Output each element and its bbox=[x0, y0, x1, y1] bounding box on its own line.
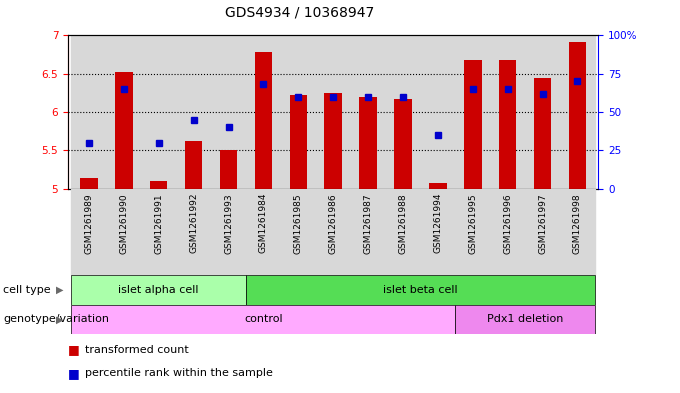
Bar bbox=[71, 189, 106, 275]
Bar bbox=[211, 189, 246, 275]
Bar bbox=[499, 60, 516, 189]
Bar bbox=[115, 72, 133, 189]
Text: control: control bbox=[244, 314, 283, 324]
Bar bbox=[420, 35, 456, 189]
Bar bbox=[71, 305, 456, 334]
Bar bbox=[394, 99, 411, 189]
Text: percentile rank within the sample: percentile rank within the sample bbox=[85, 368, 273, 378]
Bar bbox=[246, 35, 281, 189]
Bar bbox=[290, 95, 307, 189]
Bar bbox=[386, 35, 420, 189]
Bar bbox=[464, 60, 481, 189]
Bar bbox=[560, 189, 595, 275]
Bar bbox=[150, 181, 167, 189]
Bar bbox=[525, 35, 560, 189]
Text: GSM1261995: GSM1261995 bbox=[469, 193, 477, 253]
Text: GSM1261991: GSM1261991 bbox=[154, 193, 163, 253]
Text: GSM1261987: GSM1261987 bbox=[364, 193, 373, 253]
Text: GSM1261990: GSM1261990 bbox=[119, 193, 129, 253]
Bar bbox=[80, 178, 98, 189]
Text: transformed count: transformed count bbox=[85, 345, 189, 355]
Bar bbox=[351, 35, 386, 189]
Bar bbox=[220, 150, 237, 189]
Bar bbox=[255, 52, 272, 189]
Bar bbox=[420, 189, 456, 275]
Text: GDS4934 / 10368947: GDS4934 / 10368947 bbox=[224, 6, 374, 20]
Text: GSM1261998: GSM1261998 bbox=[573, 193, 582, 253]
Text: GSM1261993: GSM1261993 bbox=[224, 193, 233, 253]
Bar bbox=[429, 182, 447, 189]
Bar bbox=[281, 35, 316, 189]
Text: islet beta cell: islet beta cell bbox=[383, 285, 458, 295]
Text: genotype/variation: genotype/variation bbox=[3, 314, 109, 324]
Bar bbox=[490, 35, 525, 189]
Bar bbox=[568, 42, 586, 189]
Text: GSM1261989: GSM1261989 bbox=[84, 193, 93, 253]
Text: GSM1261984: GSM1261984 bbox=[259, 193, 268, 253]
Text: GSM1261992: GSM1261992 bbox=[189, 193, 198, 253]
Text: ■: ■ bbox=[68, 367, 80, 380]
Bar bbox=[246, 189, 281, 275]
Bar bbox=[71, 35, 106, 189]
Bar bbox=[316, 35, 351, 189]
Bar bbox=[176, 35, 211, 189]
Bar bbox=[386, 189, 420, 275]
Bar bbox=[316, 189, 351, 275]
Bar bbox=[106, 35, 141, 189]
Bar bbox=[211, 35, 246, 189]
Text: GSM1261997: GSM1261997 bbox=[538, 193, 547, 253]
Bar bbox=[525, 189, 560, 275]
Bar bbox=[359, 97, 377, 189]
Bar bbox=[534, 77, 551, 189]
Bar bbox=[185, 141, 203, 189]
Bar bbox=[246, 275, 595, 305]
Bar bbox=[560, 35, 595, 189]
Text: GSM1261986: GSM1261986 bbox=[328, 193, 338, 253]
Bar bbox=[490, 189, 525, 275]
Bar bbox=[456, 305, 595, 334]
Bar bbox=[71, 275, 246, 305]
Text: GSM1261994: GSM1261994 bbox=[433, 193, 443, 253]
Bar bbox=[351, 189, 386, 275]
Text: cell type: cell type bbox=[3, 285, 51, 295]
Text: islet alpha cell: islet alpha cell bbox=[118, 285, 199, 295]
Text: ▶: ▶ bbox=[56, 314, 64, 324]
Bar bbox=[456, 35, 490, 189]
Bar bbox=[106, 189, 141, 275]
Text: GSM1261985: GSM1261985 bbox=[294, 193, 303, 253]
Text: GSM1261996: GSM1261996 bbox=[503, 193, 512, 253]
Text: ▶: ▶ bbox=[56, 285, 64, 295]
Bar bbox=[141, 35, 176, 189]
Bar bbox=[141, 189, 176, 275]
Bar bbox=[281, 189, 316, 275]
Bar bbox=[456, 189, 490, 275]
Text: GSM1261988: GSM1261988 bbox=[398, 193, 407, 253]
Text: ■: ■ bbox=[68, 343, 80, 356]
Bar bbox=[324, 93, 342, 189]
Bar bbox=[176, 189, 211, 275]
Text: Pdx1 deletion: Pdx1 deletion bbox=[487, 314, 563, 324]
